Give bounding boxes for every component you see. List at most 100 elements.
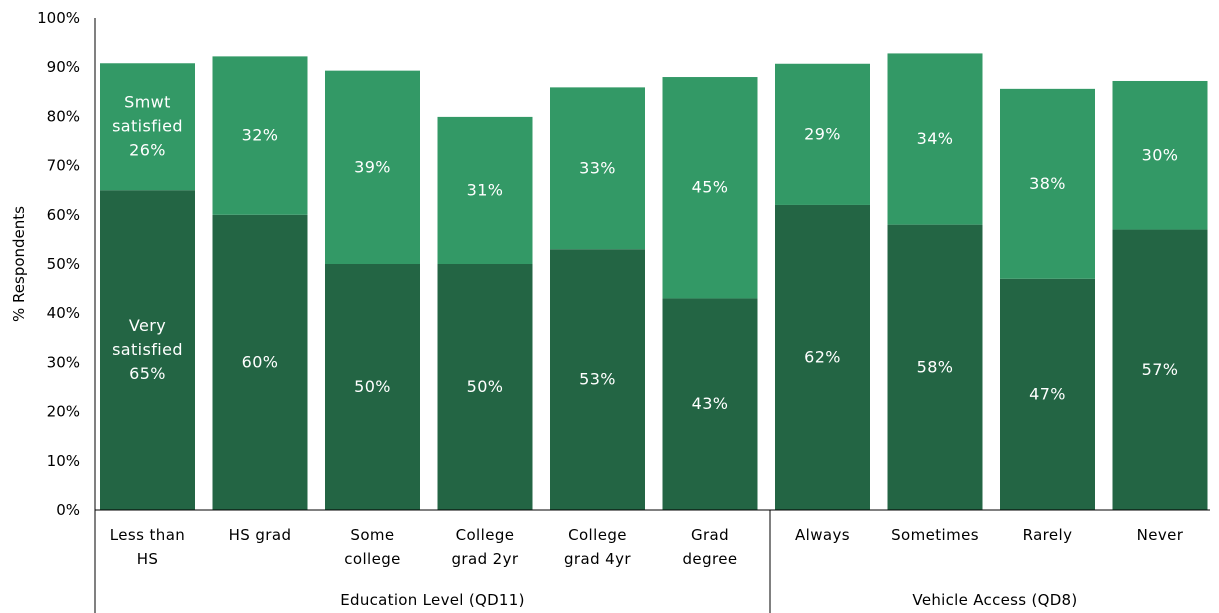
bar-smwt-satisfied <box>325 70 420 264</box>
data-label-smwt-satisfied-line: 38% <box>1029 174 1066 193</box>
y-tick-label: 100% <box>37 9 80 27</box>
data-label-smwt-satisfied-line: 26% <box>129 141 166 160</box>
data-label-smwt-satisfied: 38% <box>1029 174 1066 193</box>
data-label-smwt-satisfied: 32% <box>242 126 279 145</box>
data-label-very-satisfied: 47% <box>1029 384 1066 403</box>
y-axis-title: % Respondents <box>10 206 28 322</box>
bar-smwt-satisfied <box>1112 80 1208 230</box>
y-tick-label: 80% <box>47 107 80 125</box>
data-label-very-satisfied: 43% <box>692 394 729 413</box>
bar-smwt-satisfied <box>437 116 533 264</box>
x-category-label-line: Sometimes <box>891 526 979 544</box>
x-category-label: Some college <box>344 526 401 568</box>
x-category-label-line: HS grad <box>229 526 292 544</box>
bar-very-satisfied <box>1000 278 1095 510</box>
y-tick-label: 10% <box>47 452 80 470</box>
data-label-very-satisfied-line: 62% <box>804 347 841 366</box>
x-category-label-line: Never <box>1137 526 1184 544</box>
y-tick-label: 20% <box>47 403 80 421</box>
x-category-label: Always <box>795 526 850 544</box>
data-label-very-satisfied-line: 43% <box>692 394 729 413</box>
x-category-label: Grad degree <box>683 526 738 568</box>
bar-very-satisfied <box>550 249 645 511</box>
bar-very-satisfied <box>1112 229 1208 510</box>
data-label-very-satisfied: 62% <box>804 347 841 366</box>
bar-smwt-satisfied <box>550 87 645 250</box>
x-category-label-line: college <box>344 550 401 568</box>
x-category-label-line: College <box>456 526 515 544</box>
data-label-very-satisfied: 50% <box>467 377 504 396</box>
data-label-very-satisfied-line: 53% <box>579 370 616 389</box>
x-category-label-line: grad 4yr <box>564 550 631 568</box>
x-category-label: College grad 2yr <box>452 526 519 568</box>
data-label-very-satisfied: 50% <box>354 377 391 396</box>
data-label-very-satisfied-line: 50% <box>467 377 504 396</box>
bar-very-satisfied <box>325 264 420 510</box>
bar-smwt-satisfied <box>1000 88 1095 279</box>
data-label-very-satisfied-line: satisfied <box>112 340 183 359</box>
x-category-label-line: grad 2yr <box>452 550 519 568</box>
data-label-very-satisfied-line: 57% <box>1142 360 1179 379</box>
y-tick-label: 90% <box>47 58 80 76</box>
data-label-smwt-satisfied: 33% <box>579 158 616 177</box>
data-label-very-satisfied-line: 47% <box>1029 384 1066 403</box>
data-label-very-satisfied: 53% <box>579 370 616 389</box>
data-label-smwt-satisfied: 30% <box>1142 145 1179 164</box>
y-axis: 0% 10% 20% 30% 40% 50% 60% 70% 80% 90% 100% % Resp… <box>10 9 96 519</box>
data-label-very-satisfied-line: Very <box>129 316 166 335</box>
data-label-very-satisfied-line: 50% <box>354 377 391 396</box>
bar-smwt-satisfied <box>662 77 758 299</box>
x-group-label: Vehicle Access (QD8) <box>912 591 1077 609</box>
x-category-label: Sometimes <box>891 526 979 544</box>
plot-area: Very satisfied 65% Smwt satisfied 26% 60% 32% 50… <box>100 53 1208 511</box>
x-category-label-line: Rarely <box>1023 526 1073 544</box>
data-label-smwt-satisfied-line: 45% <box>692 178 729 197</box>
data-label-very-satisfied: Very satisfied 65% <box>112 316 183 383</box>
data-label-smwt-satisfied: 31% <box>467 180 504 199</box>
y-tick-label: 30% <box>47 353 80 371</box>
x-category-label-line: College <box>568 526 627 544</box>
bar-smwt-satisfied <box>212 56 308 215</box>
x-group-labels: Education Level (QD11) Vehicle Access (QD… <box>340 591 1077 609</box>
x-axis: Less than HS HS grad Some college College grad… <box>94 509 1210 613</box>
bar-very-satisfied <box>100 190 195 510</box>
x-category-label-line: Grad <box>691 526 729 544</box>
bar-very-satisfied <box>775 204 870 510</box>
data-label-smwt-satisfied-line: 34% <box>917 129 954 148</box>
data-label-smwt-satisfied: 29% <box>804 124 841 143</box>
data-label-smwt-satisfied-line: 29% <box>804 124 841 143</box>
x-group-label: Education Level (QD11) <box>340 591 525 609</box>
bar-very-satisfied <box>212 214 308 511</box>
x-category-label: Less than HS <box>110 526 185 568</box>
x-category-label-line: Less than <box>110 526 185 544</box>
data-label-smwt-satisfied: 39% <box>354 157 391 176</box>
y-tick-label: 50% <box>47 255 80 273</box>
x-category-label: HS grad <box>229 526 292 544</box>
bar-very-satisfied <box>662 298 758 510</box>
data-label-very-satisfied: 57% <box>1142 360 1179 379</box>
bars <box>100 53 1208 511</box>
data-label-very-satisfied: 58% <box>917 357 954 376</box>
data-label-smwt-satisfied: 34% <box>917 129 954 148</box>
data-label-very-satisfied-line: 60% <box>242 352 279 371</box>
data-label-very-satisfied: 60% <box>242 352 279 371</box>
x-category-label: Rarely <box>1023 526 1073 544</box>
x-category-label-line: HS <box>137 550 159 568</box>
data-label-smwt-satisfied-line: 32% <box>242 126 279 145</box>
bar-smwt-satisfied <box>887 53 983 225</box>
data-label-smwt-satisfied-line: satisfied <box>112 117 183 136</box>
bar-smwt-satisfied <box>100 63 195 191</box>
x-category-label-line: Some <box>350 526 394 544</box>
y-tick-label: 60% <box>47 206 80 224</box>
data-label-smwt-satisfied-line: 33% <box>579 158 616 177</box>
data-label-very-satisfied-line: 58% <box>917 357 954 376</box>
y-tick-label: 40% <box>47 304 80 322</box>
x-category-labels: Less than HS HS grad Some college College grad… <box>110 526 1184 568</box>
data-label-smwt-satisfied: 45% <box>692 178 729 197</box>
y-tick-label: 0% <box>56 501 80 519</box>
x-category-label: Never <box>1137 526 1184 544</box>
bar-smwt-satisfied <box>775 63 870 205</box>
x-category-label-line: Always <box>795 526 850 544</box>
x-category-label: College grad 4yr <box>564 526 631 568</box>
